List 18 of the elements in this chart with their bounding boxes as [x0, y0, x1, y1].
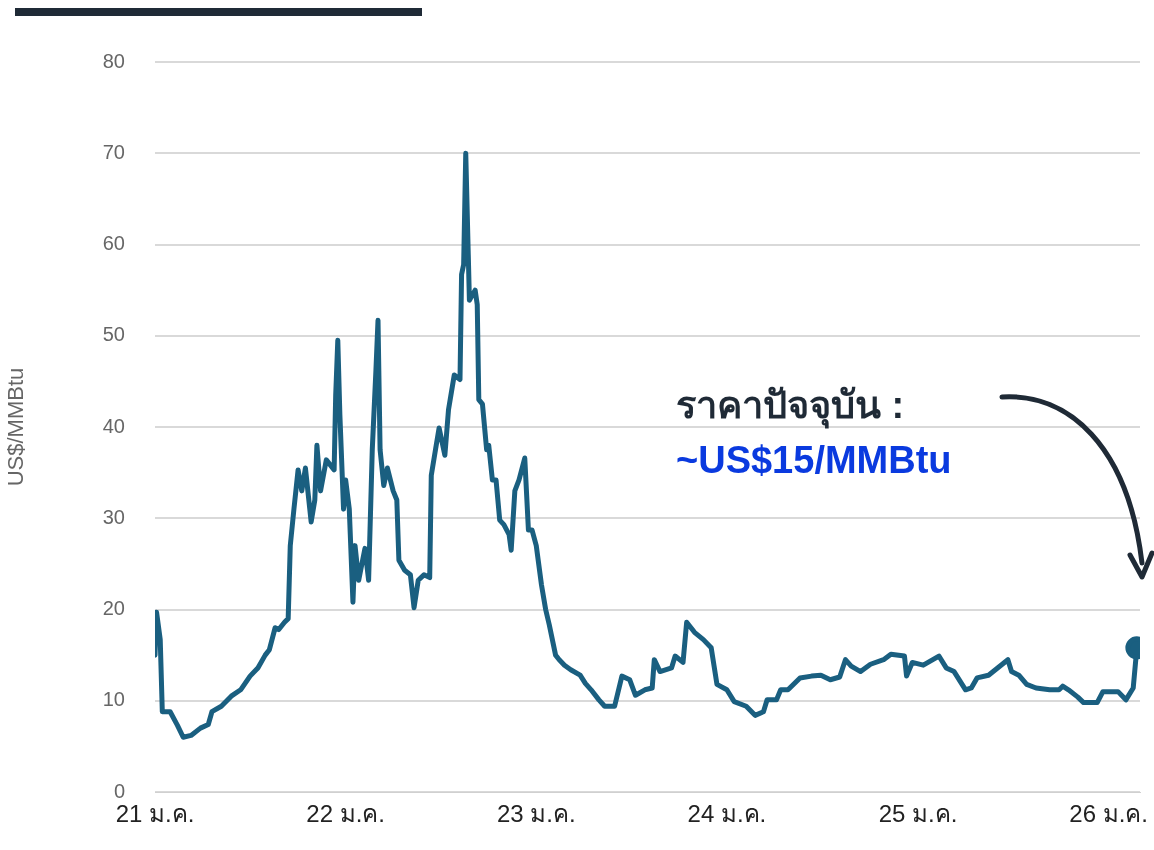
- annotation: ราคาปัจจุบัน :: [676, 384, 905, 429]
- y-tick-label: 50: [102, 323, 125, 346]
- x-tick-label: 21 ม.ค.: [115, 800, 195, 828]
- x-tick-label: 25 ม.ค.: [878, 800, 958, 828]
- y-tick-label: 40: [102, 414, 125, 437]
- y-axis-title: US$/MMBtu: [3, 367, 29, 487]
- x-tick-label: 22 ม.ค.: [306, 800, 385, 828]
- x-tick-label: 24 ม.ค.: [687, 800, 767, 828]
- x-tick-label: 26 ม.ค.: [1069, 800, 1149, 828]
- y-tick-label: 70: [102, 140, 125, 163]
- y-tick-label: 20: [102, 597, 125, 620]
- y-tick-label: 60: [102, 232, 125, 255]
- y-tick-label: 10: [102, 688, 125, 711]
- annotation: ~US$15/MMBtu: [676, 439, 952, 481]
- x-tick-label: 23 ม.ค.: [496, 800, 576, 828]
- y-tick-label: 30: [102, 505, 125, 528]
- y-tick-label: 0: [113, 779, 125, 802]
- y-tick-label: 80: [102, 49, 125, 72]
